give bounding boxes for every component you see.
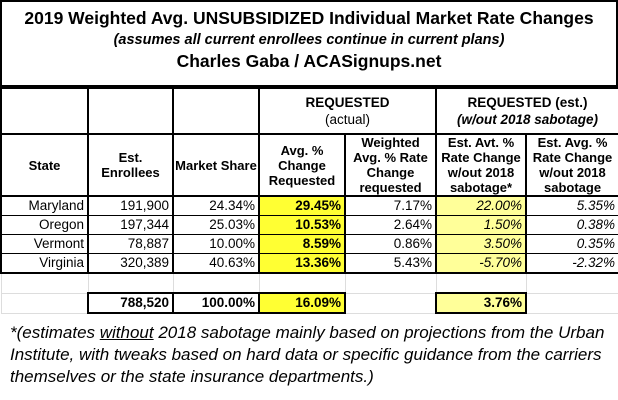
cell: 24.34%	[172, 195, 260, 216]
cell: 320,389	[87, 253, 174, 274]
cell: 10.53%	[258, 215, 346, 235]
rate-table: REQUESTED (actual) REQUESTED (est.) (w/out…	[0, 87, 618, 314]
cell: -5.70%	[435, 253, 528, 274]
table-row: Oregon 197,344 25.03% 10.53% 2.64% 1.50% 0.38%	[0, 215, 618, 235]
table-title: 2019 Weighted Avg. UNSUBSIDIZED Individu…	[0, 0, 618, 87]
cell: 0.35%	[525, 234, 618, 254]
table-row: Virginia 320,389 40.63% 13.36% 5.43% -5.70% -2…	[0, 253, 618, 274]
header-avg-requested: Avg. % Change Requested	[258, 133, 346, 197]
cell: 22.00%	[435, 195, 528, 216]
cell: 1.50%	[435, 215, 528, 235]
cell: 78,887	[87, 234, 174, 254]
header-est-weighted: Est. Avg. % Rate Change w/out 2018 sabot…	[525, 133, 618, 197]
footnote: *(estimates without 2018 sabotage mainly…	[10, 323, 605, 386]
cell: 3.50%	[435, 234, 528, 254]
group-est: REQUESTED (est.) (w/out 2018 sabotage)	[435, 87, 618, 135]
cell: 10.00%	[172, 234, 260, 254]
cell: 5.43%	[343, 253, 438, 274]
header-row: State Est. Enrollees Market Share Avg. %…	[0, 133, 618, 197]
cell: -2.32%	[525, 253, 618, 274]
cell: 0.86%	[343, 234, 438, 254]
header-est-avg: Est. Avt. % Rate Change w/out 2018 sabot…	[435, 133, 528, 197]
cell: 40.63%	[172, 253, 260, 274]
cell: 7.17%	[343, 195, 438, 216]
cell: 25.03%	[172, 215, 260, 235]
header-enrollees: Est. Enrollees	[87, 133, 174, 197]
title-line-3: Charles Gaba / ACASignups.net	[176, 51, 442, 71]
cell: 197,344	[87, 215, 174, 235]
header-share: Market Share	[172, 133, 260, 197]
title-line-2: (assumes all current enrollees continue …	[113, 32, 505, 48]
cell: 0.38%	[525, 215, 618, 235]
cell: 8.59%	[258, 234, 346, 254]
cell: Virginia	[0, 253, 89, 274]
total-share: 100.00%	[172, 292, 260, 314]
totals-row: 788,520 100.00% 16.09% 3.76%	[0, 292, 618, 314]
spacer-row	[0, 272, 618, 294]
cell: 5.35%	[525, 195, 618, 216]
total-enrollees: 788,520	[87, 292, 174, 314]
cell: Oregon	[0, 215, 89, 235]
cell: Vermont	[0, 234, 89, 254]
cell: 13.36%	[258, 253, 346, 274]
asterisk: *	[507, 180, 513, 195]
title-line-1: 2019 Weighted Avg. UNSUBSIDIZED Individu…	[24, 8, 594, 28]
cell: 29.45%	[258, 195, 346, 216]
cell: 2.64%	[343, 215, 438, 235]
group-header-row: REQUESTED (actual) REQUESTED (est.) (w/out…	[0, 87, 618, 135]
table-row: Maryland 191,900 24.34% 29.45% 7.17% 22.00% 5.…	[0, 195, 618, 216]
table-row: Vermont 78,887 10.00% 8.59% 0.86% 3.50% 0.35%	[0, 234, 618, 254]
header-state: State	[0, 133, 89, 197]
total-avg-requested: 16.09%	[258, 292, 346, 314]
header-weighted-requested: Weighted Avg. % Rate Change requested	[343, 133, 438, 197]
total-avg-est: 3.76%	[435, 292, 528, 314]
group-requested: REQUESTED (actual)	[257, 87, 438, 135]
cell: Maryland	[0, 195, 89, 216]
cell: 191,900	[87, 195, 174, 216]
